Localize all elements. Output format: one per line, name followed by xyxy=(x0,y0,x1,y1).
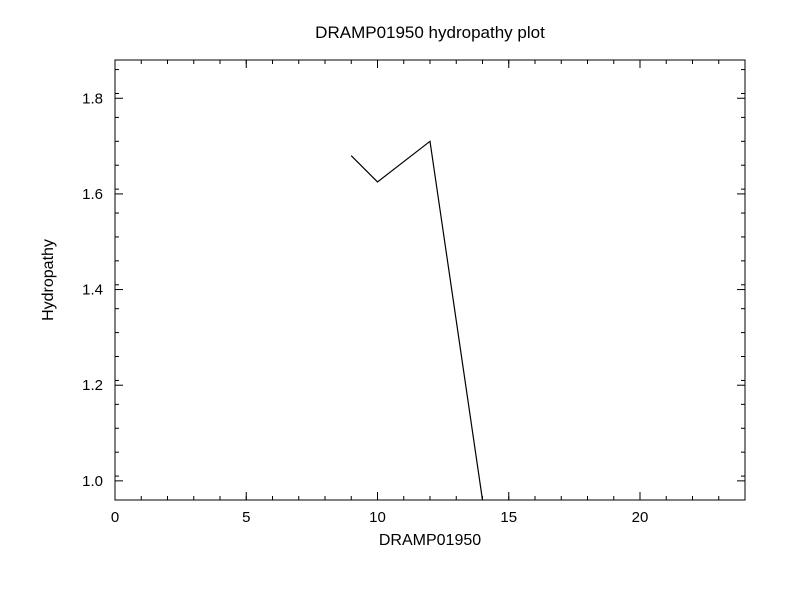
x-axis-label: DRAMP01950 xyxy=(379,532,481,549)
x-tick-label: 20 xyxy=(632,509,649,526)
x-tick-label: 0 xyxy=(111,509,119,526)
y-axis-label: Hydropathy xyxy=(40,239,57,321)
plot-border xyxy=(115,60,745,500)
y-tick-label: 1.6 xyxy=(82,186,103,203)
x-tick-label: 5 xyxy=(242,509,250,526)
chart-container: 0 5 10 15 20 1.0 1.2 1.4 1.6 1.8 DRAMP01950 hydrop… xyxy=(0,0,800,600)
data-series-line xyxy=(351,141,482,500)
line-chart: 0 5 10 15 20 1.0 1.2 1.4 1.6 1.8 DRAMP01950 hydrop… xyxy=(0,0,800,600)
x-tick-label: 15 xyxy=(500,509,517,526)
y-tick-label: 1.4 xyxy=(82,282,103,299)
x-tick-label: 10 xyxy=(369,509,386,526)
chart-title: DRAMP01950 hydropathy plot xyxy=(315,23,545,42)
y-tick-label: 1.0 xyxy=(82,473,103,490)
y-tick-label: 1.8 xyxy=(82,90,103,107)
y-tick-label: 1.2 xyxy=(82,377,103,394)
